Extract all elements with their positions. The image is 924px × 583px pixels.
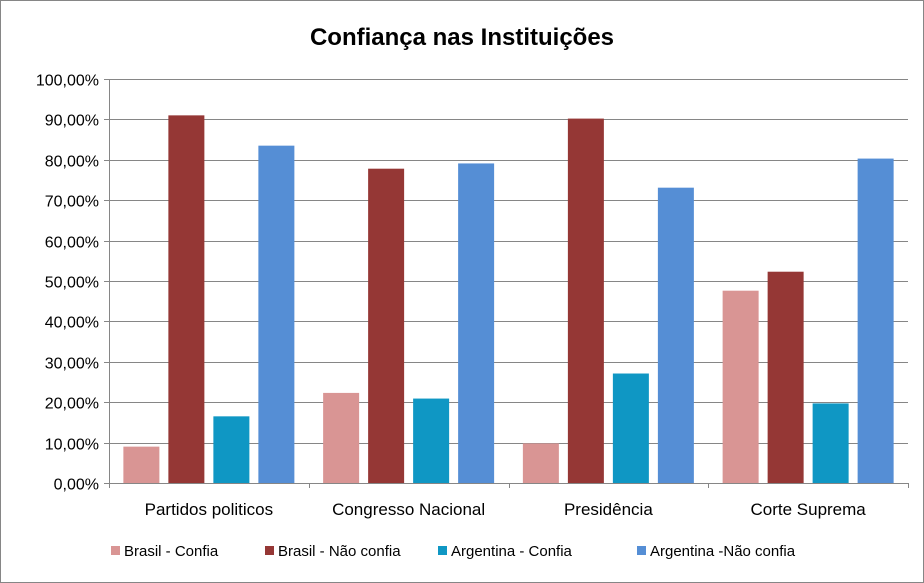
- bar: [368, 168, 405, 484]
- x-axis-categories: Partidos politicos Congresso Nacional Pres…: [145, 500, 867, 519]
- bar: [258, 145, 295, 483]
- x-category-label: Presidência: [564, 500, 653, 519]
- legend-swatch: [637, 546, 646, 555]
- y-tick-label: 100,00%: [36, 73, 99, 90]
- y-tick-label: 20,00%: [45, 396, 99, 413]
- bar: [657, 187, 694, 483]
- legend-label: Brasil - Não confia: [278, 543, 401, 560]
- legend-swatch: [438, 546, 447, 555]
- bar: [168, 115, 205, 484]
- bar: [522, 443, 559, 483]
- y-tick-label: 0,00%: [54, 477, 99, 494]
- gridlines: [109, 79, 908, 444]
- bar: [213, 416, 250, 483]
- y-axis-ticks: 0,00% 10,00% 20,00% 30,00% 40,00% 50,00% 60,00…: [36, 73, 109, 494]
- bars: [123, 115, 894, 484]
- x-category-label: Partidos politicos: [145, 500, 274, 519]
- y-tick-label: 40,00%: [45, 315, 99, 332]
- y-tick-label: 90,00%: [45, 113, 99, 130]
- y-tick-label: 10,00%: [45, 437, 99, 454]
- legend-label: Argentina - Confia: [451, 543, 573, 560]
- y-tick-label: 80,00%: [45, 154, 99, 171]
- legend-label: Brasil - Confia: [124, 543, 219, 560]
- y-tick-label: 60,00%: [45, 235, 99, 252]
- bar: [767, 271, 804, 483]
- legend-swatch: [265, 546, 274, 555]
- bar: [722, 290, 759, 483]
- y-tick-label: 30,00%: [45, 356, 99, 373]
- legend: Brasil - Confia Brasil - Não confia Argent…: [111, 543, 796, 560]
- legend-label: Argentina -Não confia: [650, 543, 796, 560]
- bar: [123, 446, 160, 483]
- bar: [857, 158, 894, 483]
- bar: [567, 118, 604, 483]
- bar: [413, 398, 450, 483]
- bar: [323, 392, 360, 483]
- y-tick-label: 70,00%: [45, 194, 99, 211]
- bar: [812, 403, 849, 483]
- x-category-label: Corte Suprema: [750, 500, 866, 519]
- chart-title: Confiança nas Instituições: [310, 24, 614, 51]
- y-tick-label: 50,00%: [45, 275, 99, 292]
- bar: [458, 163, 495, 483]
- axes: [109, 79, 909, 488]
- x-category-label: Congresso Nacional: [332, 500, 485, 519]
- legend-swatch: [111, 546, 120, 555]
- bar: [612, 373, 649, 483]
